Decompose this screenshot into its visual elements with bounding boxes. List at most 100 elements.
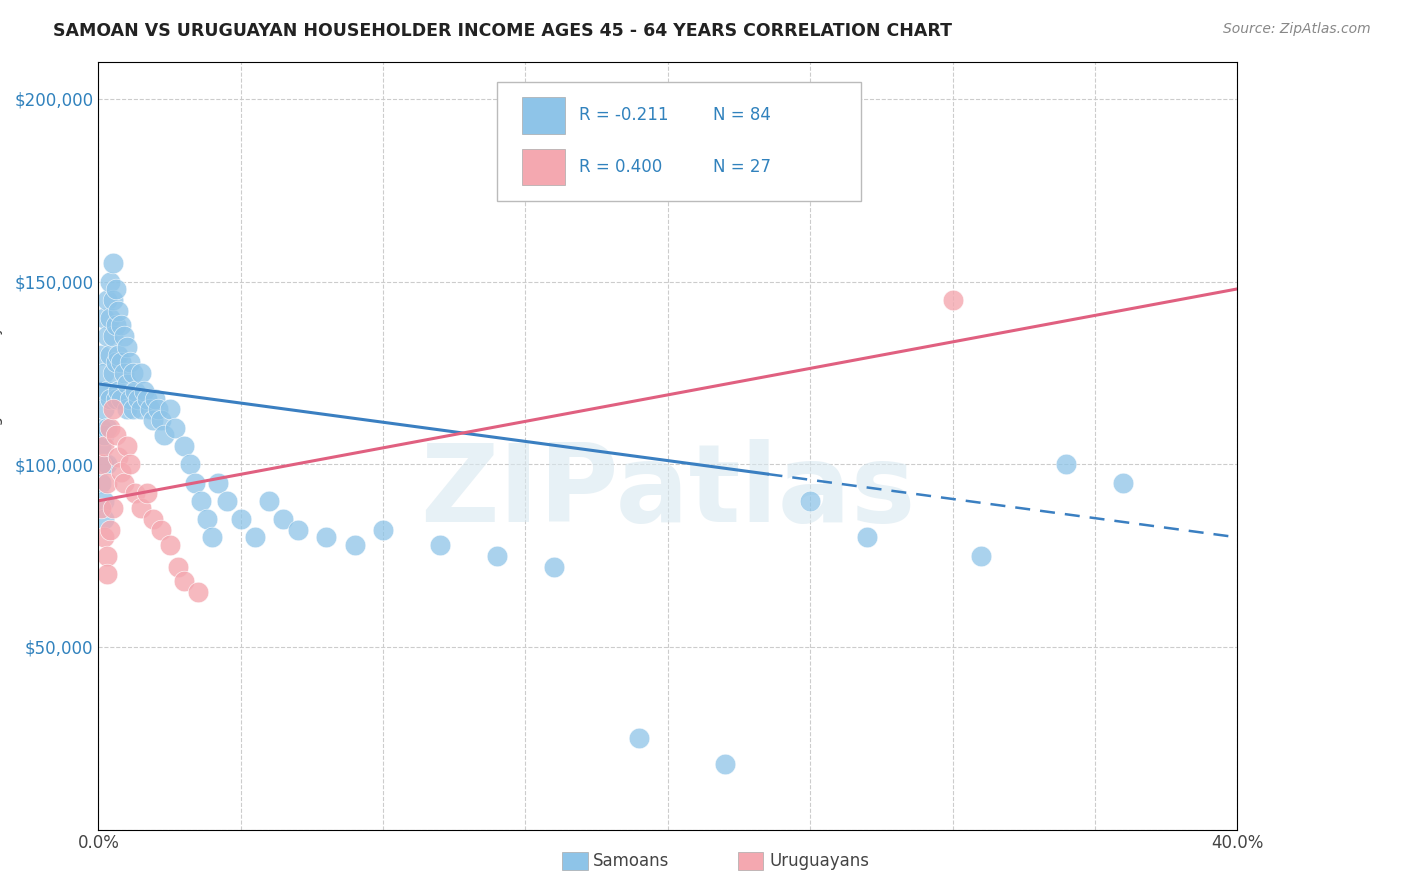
Point (141, 512, 163, 526)
Point (93, 366, 115, 380)
Point (98, 311, 121, 326)
Point (110, 318, 132, 333)
Point (207, 475, 229, 490)
Point (90, 439, 112, 453)
Bar (522, 96, 565, 134)
Text: N = 27: N = 27 (713, 158, 772, 176)
Point (486, 549, 509, 563)
Point (104, 428, 127, 442)
Point (110, 392, 132, 406)
Point (107, 348, 129, 362)
Text: R = 0.400: R = 0.400 (579, 158, 662, 176)
Point (129, 501, 152, 516)
Point (101, 329, 124, 343)
Point (90, 475, 112, 490)
Point (101, 256, 124, 270)
Point (1056, 457, 1078, 471)
Point (118, 355, 141, 369)
Point (107, 450, 129, 464)
Point (96, 457, 118, 471)
Point (104, 392, 127, 406)
Point (121, 402, 143, 417)
Point (98, 392, 121, 406)
Point (190, 493, 212, 508)
Point (115, 402, 138, 417)
Point (101, 402, 124, 417)
Point (173, 439, 195, 453)
Point (343, 538, 366, 552)
Point (98, 348, 121, 362)
Point (98, 275, 121, 289)
Point (159, 538, 181, 552)
Point (243, 530, 266, 544)
Point (96, 566, 118, 581)
Point (173, 574, 195, 589)
Point (135, 486, 157, 500)
Text: Samoans: Samoans (593, 852, 669, 870)
Point (93, 311, 115, 326)
Point (315, 530, 337, 544)
Point (93, 428, 115, 442)
Point (942, 293, 965, 307)
Bar (522, 149, 565, 186)
Text: ZIPatlas: ZIPatlas (420, 439, 915, 545)
Point (628, 731, 651, 746)
Point (179, 457, 201, 471)
Point (115, 439, 138, 453)
Point (856, 530, 879, 544)
Point (93, 402, 115, 417)
Point (98, 523, 121, 537)
Point (96, 293, 118, 307)
Point (273, 512, 295, 526)
Point (107, 303, 129, 318)
Point (229, 512, 252, 526)
Point (90, 421, 112, 435)
Point (90, 384, 112, 399)
Point (799, 493, 821, 508)
Text: N = 84: N = 84 (713, 106, 772, 124)
Point (145, 392, 167, 406)
Point (373, 523, 395, 537)
Point (104, 282, 127, 296)
Text: Uruguayans: Uruguayans (769, 852, 869, 870)
Point (187, 585, 209, 599)
Point (93, 530, 115, 544)
Point (107, 384, 129, 399)
Point (101, 366, 124, 380)
Point (93, 493, 115, 508)
Point (150, 413, 173, 427)
Point (101, 501, 124, 516)
Point (112, 475, 135, 490)
Point (970, 549, 993, 563)
Text: R = -0.211: R = -0.211 (579, 106, 668, 124)
Point (121, 366, 143, 380)
Point (127, 392, 149, 406)
Point (110, 355, 132, 369)
Text: SAMOAN VS URUGUAYAN HOUSEHOLDER INCOME AGES 45 - 64 YEARS CORRELATION CHART: SAMOAN VS URUGUAYAN HOUSEHOLDER INCOME A… (53, 22, 952, 40)
Point (259, 493, 281, 508)
Point (104, 355, 127, 369)
Point (429, 538, 451, 552)
Point (159, 402, 181, 417)
Y-axis label: Householder Income Ages 45 - 64 years: Householder Income Ages 45 - 64 years (0, 293, 3, 599)
Point (118, 457, 141, 471)
Point (165, 421, 187, 435)
Point (96, 384, 118, 399)
Point (184, 475, 207, 490)
Point (93, 439, 115, 453)
Point (138, 402, 160, 417)
Text: Source: ZipAtlas.com: Source: ZipAtlas.com (1223, 22, 1371, 37)
Point (96, 549, 118, 563)
Point (104, 318, 127, 333)
Point (96, 421, 118, 435)
Point (129, 402, 152, 417)
Point (96, 475, 118, 490)
Point (96, 329, 118, 343)
Point (93, 457, 115, 471)
Point (132, 384, 155, 399)
Point (90, 348, 112, 362)
Point (124, 486, 146, 500)
Point (543, 559, 565, 574)
Point (93, 512, 115, 526)
Point (148, 402, 170, 417)
